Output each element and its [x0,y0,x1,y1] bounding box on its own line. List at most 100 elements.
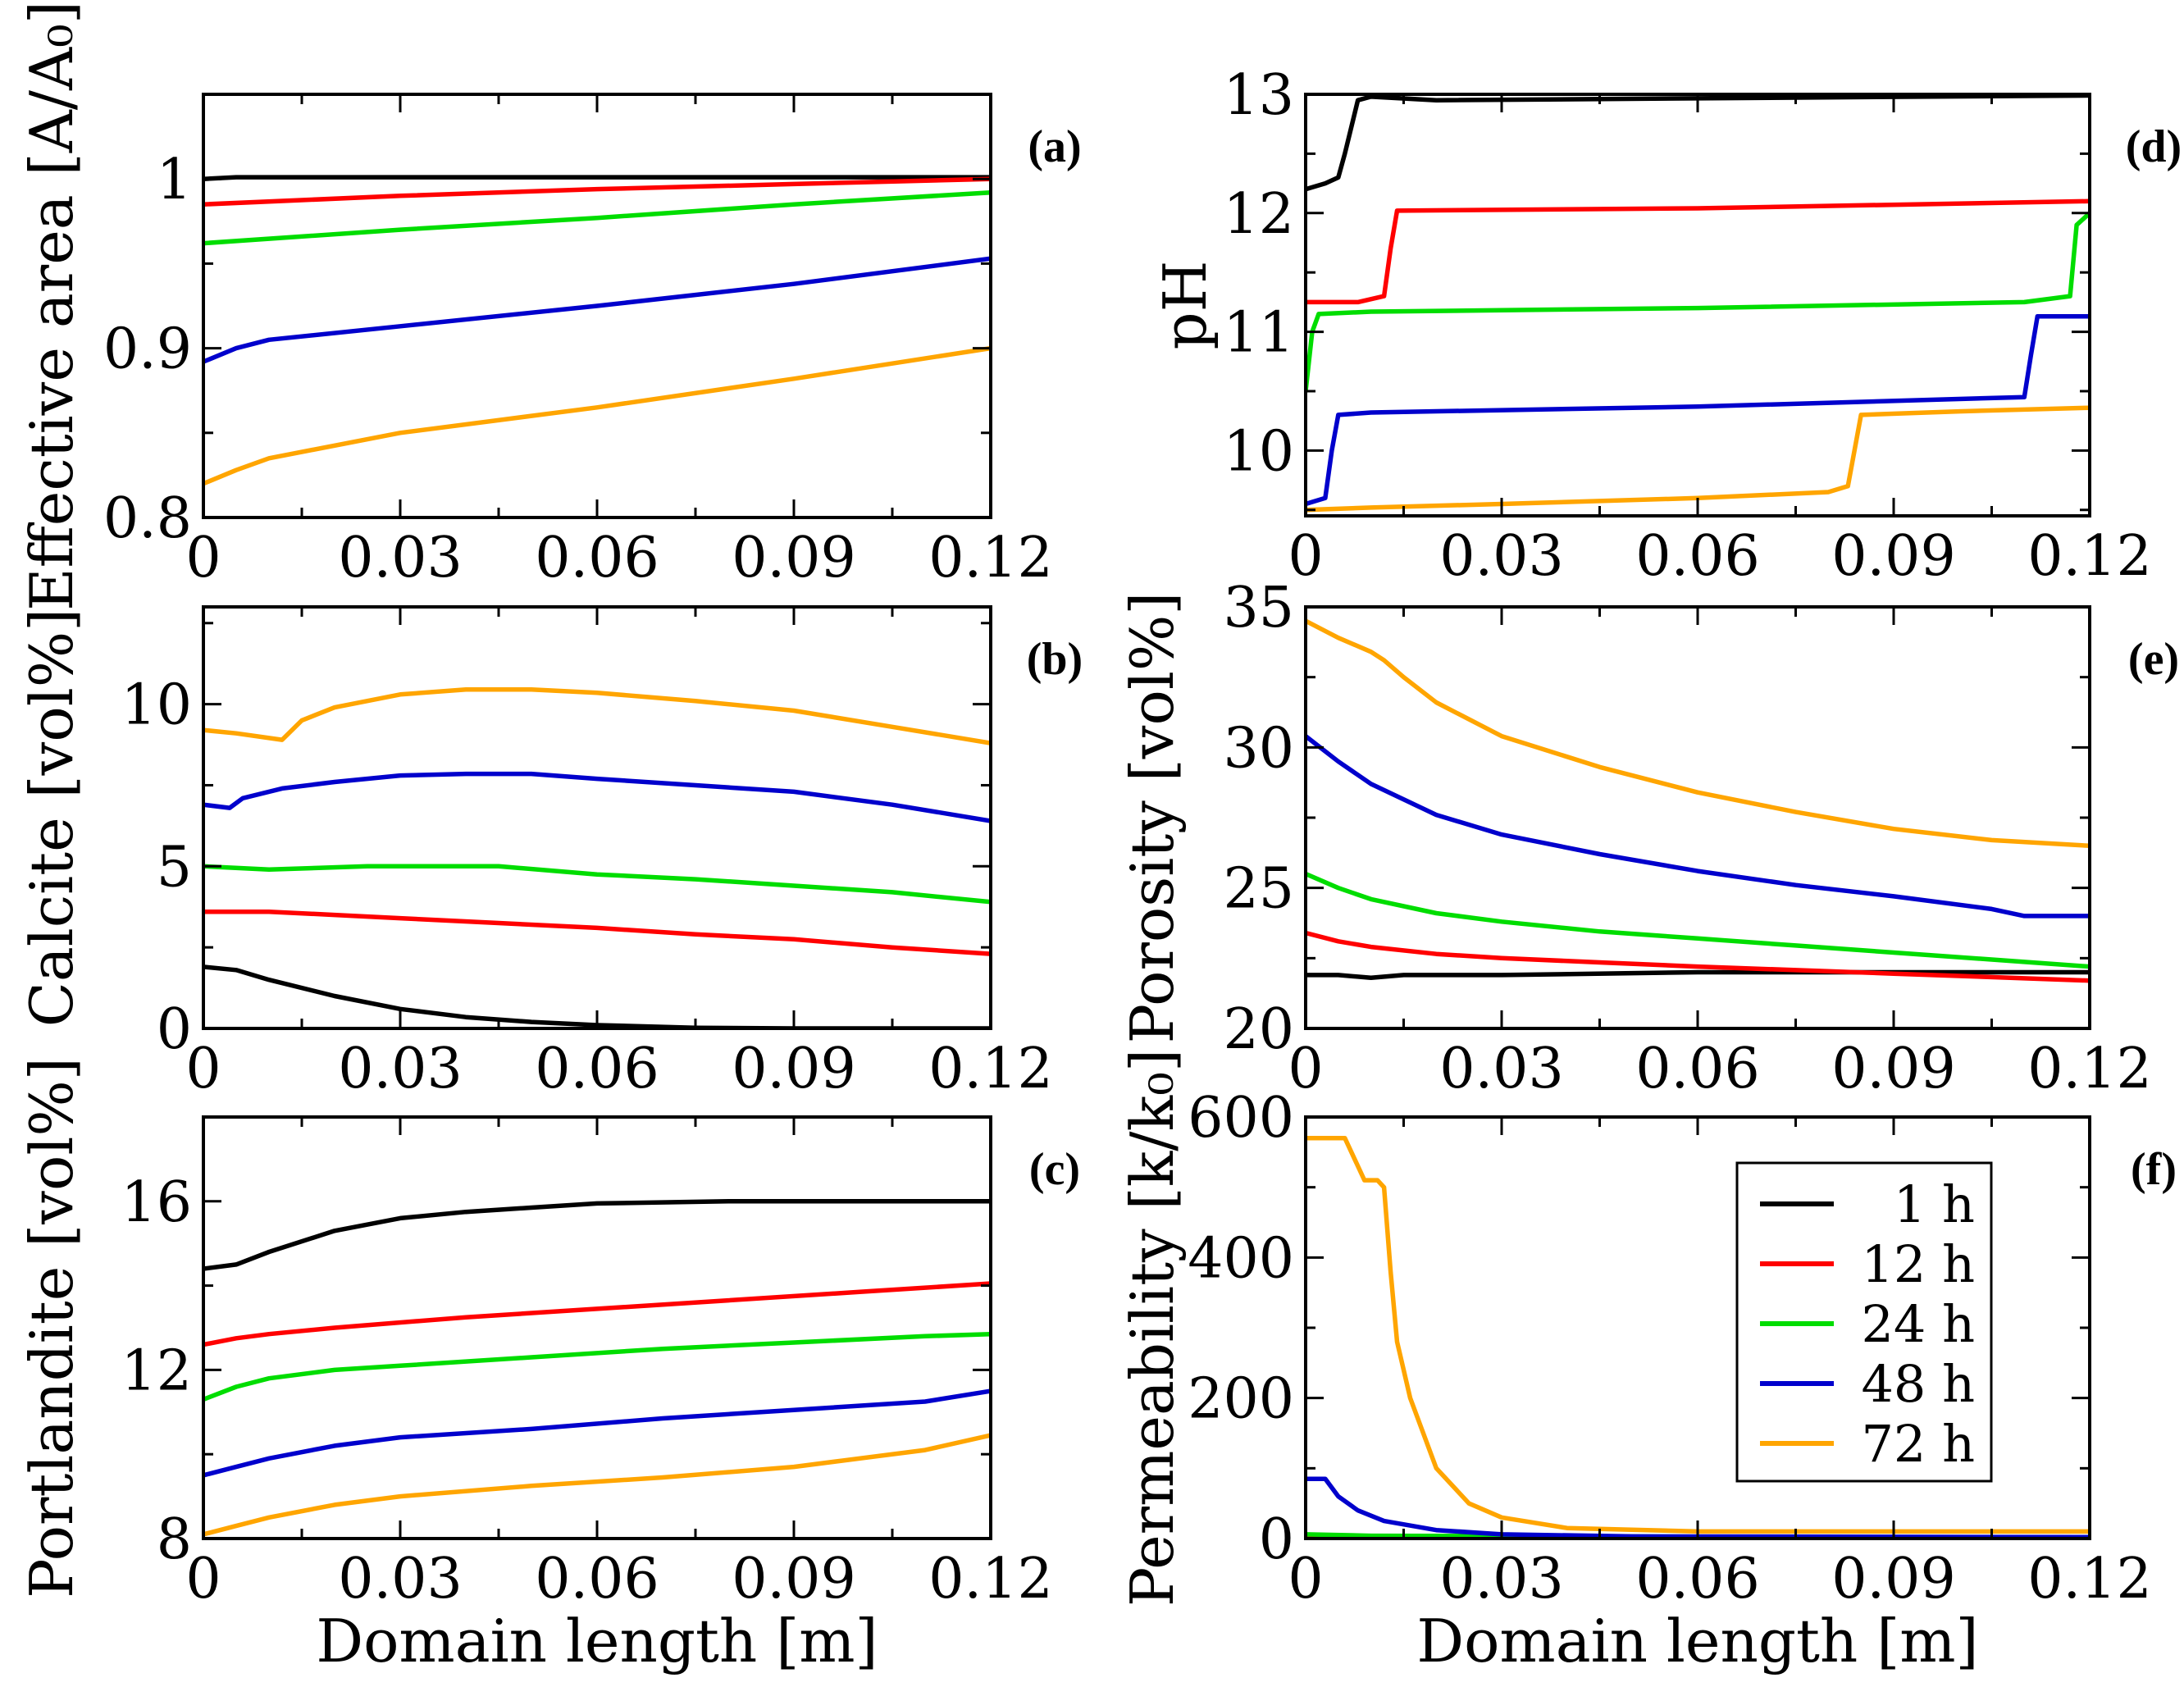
y-tick-label-b: 0 [157,997,192,1062]
series-line-d-12h [1306,198,2090,305]
series-group-d [1306,94,2090,513]
series-line-c-48h [203,1388,991,1478]
series-line-e-24h [1306,871,2090,969]
y-tick-label-a: 0.8 [103,486,192,551]
y-tick-label-f: 0 [1259,1507,1294,1572]
y-tick-label-e: 25 [1223,857,1294,922]
panel-label-e: (e) [2128,634,2179,685]
y-axis-label-c: Portlandite [vol%] [17,1057,86,1598]
y-tick-label-f: 200 [1188,1367,1294,1432]
x-tick-label-c: 0.03 [338,1547,462,1612]
panel-label-c: (c) [1029,1144,1080,1195]
y-tick-label-c: 16 [121,1170,192,1235]
series-line-b-24h [203,864,991,905]
x-tick-label-a: 0.12 [928,526,1052,590]
series-line-e-12h [1306,930,2090,983]
x-tick-label-d: 0.03 [1439,524,1563,589]
series-line-e-72h [1306,618,2090,849]
panel-label-d: (d) [2126,121,2182,172]
y-tick-label-e: 30 [1223,716,1294,781]
series-line-e-48h [1306,733,2090,919]
x-tick-label-c: 0.06 [535,1547,659,1612]
series-line-d-24h [1306,211,2090,394]
legend: 1 h12 h24 h48 h72 h [1735,1161,1993,1483]
series-line-c-1h [203,1199,991,1271]
panel-b: 0 0.03 0.06 0.09 0.12 0 5 10 (b) Calcite [vol%] [17,605,1083,1101]
x-tick-label-a: 0 [185,526,221,590]
y-tick-label-f: 400 [1188,1226,1294,1291]
y-axis-label-e: Porosity [vol%] [1118,592,1187,1044]
y-tick-label-d: 12 [1223,182,1294,247]
x-tick-label-b: 0.06 [535,1037,659,1101]
x-tick-label-d: 0.12 [2027,524,2151,589]
y-axis-label-f: Permeability [k/k₀] [1118,1049,1187,1607]
x-tick-label-c: 0.09 [732,1547,855,1612]
x-tick-label-f: 0.06 [1635,1547,1759,1612]
y-tick-label-e: 35 [1223,576,1294,641]
plot-frame-b [202,605,992,1030]
series-line-b-12h [203,909,991,956]
x-tick-label-e: 0.06 [1635,1037,1759,1101]
series-line-c-12h [203,1281,991,1347]
legend-label: 48 h [1861,1354,1975,1414]
x-tick-label-e: 0.12 [2027,1037,2151,1101]
x-tick-label-a: 0.06 [535,526,659,590]
x-tick-label-c: 0.12 [928,1547,1052,1612]
series-line-c-24h [203,1331,991,1402]
x-tick-label-d: 0 [1288,524,1323,589]
x-tick-label-b: 0.09 [732,1037,855,1101]
y-axis-label-d: pH [1151,261,1220,350]
legend-label: 72 h [1861,1414,1975,1474]
series-line-d-72h [1306,405,2090,513]
series-group-c [203,1199,991,1537]
x-tick-label-e: 0.09 [1831,1037,1955,1101]
series-line-d-48h [1306,314,2090,507]
series-line-c-72h [203,1433,991,1537]
y-tick-label-d: 13 [1223,63,1294,128]
x-tick-label-f: 0.03 [1439,1547,1563,1612]
x-tick-label-f: 0.12 [2027,1547,2151,1612]
y-tick-label-c: 8 [157,1507,192,1572]
series-group-e [1306,618,2090,983]
panel-label-b: (b) [1027,634,1083,685]
series-group-a [203,175,991,486]
y-axis-label-a: Effective area [A/A₀] [17,1,86,611]
x-tick-label-e: 0 [1288,1037,1323,1101]
series-line-b-48h [203,771,991,823]
panel-c: 0 0.03 0.06 0.09 0.12 8 12 16 (c) Portlandite [vo… [17,1057,1080,1675]
panel-f: 0 0.03 0.06 0.09 0.12 0 200 400 600 (f) Permeabili… [1118,1049,2177,1675]
x-tick-label-b: 0.12 [928,1037,1052,1101]
series-line-a-24h [203,189,991,246]
y-tick-label-a: 0.9 [103,317,192,382]
panel-label-a: (a) [1028,121,1081,172]
series-group-b [203,687,991,1028]
x-tick-label-f: 0 [1288,1547,1323,1612]
y-tick-label-e: 20 [1223,997,1294,1062]
y-tick-label-c: 12 [121,1338,192,1403]
series-line-a-1h [203,175,991,181]
x-tick-label-d: 0.09 [1831,524,1955,589]
x-tick-label-c: 0 [185,1547,221,1612]
y-tick-label-a: 1 [157,148,192,212]
legend-label: 1 h [1894,1174,1975,1234]
legend-label: 24 h [1861,1294,1975,1354]
panel-label-f: (f) [2131,1144,2177,1195]
y-tick-label-f: 600 [1188,1086,1294,1151]
x-tick-label-b: 0 [185,1037,221,1101]
x-tick-label-a: 0.03 [338,526,462,590]
x-tick-label-a: 0.09 [732,526,855,590]
series-line-d-1h [1306,94,2090,192]
series-line-b-72h [203,687,991,745]
x-tick-label-d: 0.06 [1635,524,1759,589]
x-tick-label-e: 0.03 [1439,1037,1563,1101]
series-line-a-48h [203,256,991,364]
series-line-f-72h [1306,1135,2090,1534]
panel-a: 0 0.03 0.06 0.09 0.12 0.8 0.9 1 (a) Effective are… [17,1,1082,611]
y-tick-label-b: 10 [121,673,192,738]
x-tick-label-f: 0.09 [1831,1547,1955,1612]
series-line-a-72h [203,345,991,486]
series-line-f-48h [1306,1476,2090,1539]
y-tick-label-d: 10 [1223,419,1294,484]
x-tick-label-b: 0.03 [338,1037,462,1101]
